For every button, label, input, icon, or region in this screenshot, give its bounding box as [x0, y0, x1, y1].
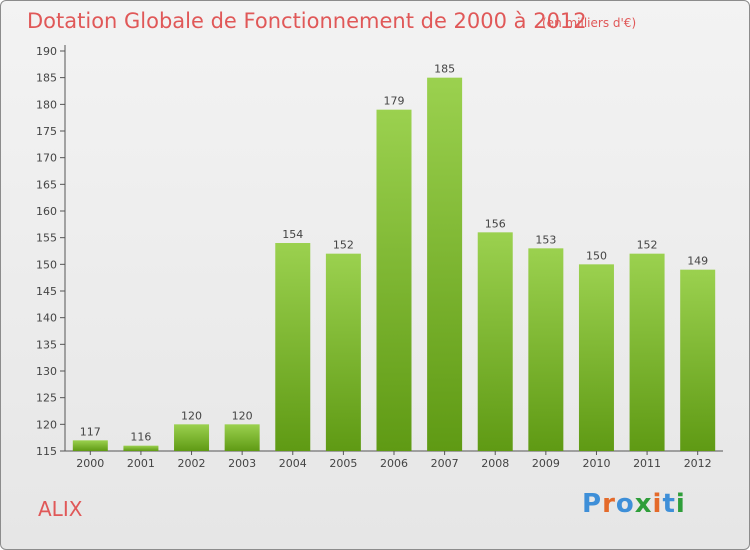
logo-letter: t [662, 489, 676, 519]
logo-letter: i [675, 489, 686, 519]
bar-2002 [174, 424, 210, 451]
x-tick-label: 2012 [684, 457, 712, 470]
y-tick-label: 135 [36, 338, 57, 351]
bar-2012 [680, 269, 716, 451]
y-tick-label: 125 [36, 392, 57, 405]
y-tick-label: 130 [36, 365, 57, 378]
place-name: ALIX [38, 497, 83, 521]
logo-letter: o [615, 489, 635, 519]
y-tick-label: 115 [36, 445, 57, 458]
bar-value-label: 154 [282, 228, 303, 241]
chart-title: Dotation Globale de Fonctionnement de 20… [27, 9, 587, 33]
bar-2004 [275, 243, 311, 451]
bar-value-label: 152 [637, 239, 658, 252]
y-tick-label: 185 [36, 72, 57, 85]
bar-2011 [629, 253, 665, 451]
bar-value-label: 185 [434, 63, 455, 76]
chart-subtitle: (en milliers d'€) [542, 16, 637, 30]
logo-letter: i [652, 489, 663, 519]
x-tick-label: 2008 [481, 457, 509, 470]
x-tick-label: 2011 [633, 457, 661, 470]
bar-2010 [578, 264, 614, 451]
bar-value-label: 116 [130, 431, 151, 444]
bar-2008 [477, 232, 513, 451]
logo-letter: P [582, 489, 603, 519]
x-tick-label: 2000 [76, 457, 104, 470]
x-tick-label: 2001 [127, 457, 155, 470]
y-tick-label: 175 [36, 125, 57, 138]
y-tick-label: 140 [36, 312, 57, 325]
x-tick-label: 2006 [380, 457, 408, 470]
x-tick-label: 2002 [178, 457, 206, 470]
x-tick-label: 2005 [329, 457, 357, 470]
bar-value-label: 120 [181, 409, 202, 422]
y-tick-label: 155 [36, 232, 57, 245]
y-tick-label: 120 [36, 418, 57, 431]
y-tick-label: 145 [36, 285, 57, 298]
bar-value-label: 120 [232, 409, 253, 422]
bar-2003 [224, 424, 260, 451]
bar-2000 [72, 440, 108, 451]
bar-value-label: 153 [535, 233, 556, 246]
proxiti-logo: Proxiti [582, 489, 686, 519]
x-tick-label: 2007 [431, 457, 459, 470]
bar-2005 [325, 253, 361, 451]
x-tick-label: 2004 [279, 457, 307, 470]
bar-value-label: 117 [80, 425, 101, 438]
y-tick-label: 180 [36, 98, 57, 111]
bar-value-label: 152 [333, 239, 354, 252]
bar-value-label: 149 [687, 255, 708, 268]
bar-2009 [528, 248, 564, 451]
bar-2001 [123, 445, 159, 451]
bar-value-label: 150 [586, 249, 607, 262]
x-tick-label: 2003 [228, 457, 256, 470]
y-tick-label: 165 [36, 178, 57, 191]
x-tick-label: 2009 [532, 457, 560, 470]
logo-letter: x [634, 489, 653, 519]
y-tick-label: 170 [36, 152, 57, 165]
y-tick-label: 160 [36, 205, 57, 218]
logo-letter: r [602, 489, 616, 519]
bar-value-label: 156 [485, 217, 506, 230]
bar-value-label: 179 [384, 95, 405, 108]
bar-2007 [427, 77, 463, 452]
y-tick-label: 190 [36, 45, 57, 58]
y-tick-label: 150 [36, 258, 57, 271]
bar-2006 [376, 109, 412, 452]
x-tick-label: 2010 [582, 457, 610, 470]
